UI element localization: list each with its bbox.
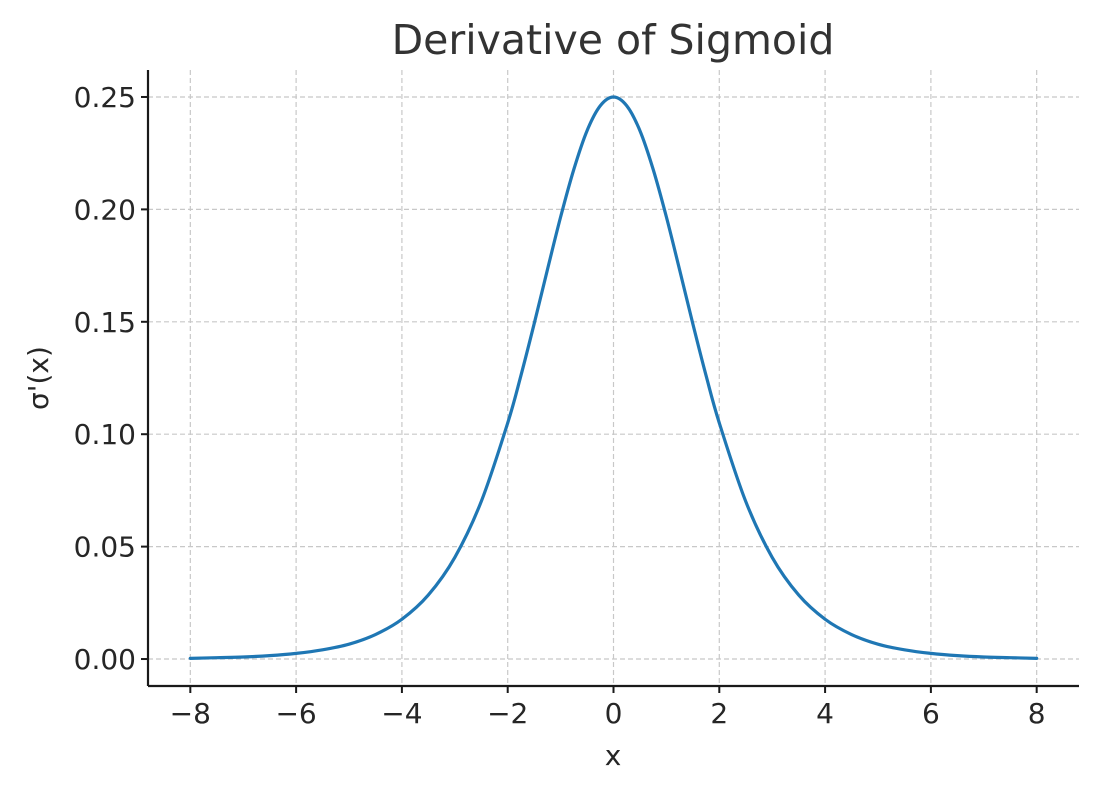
x-tick-label: 2 — [710, 697, 728, 730]
y-tick-label: 0.00 — [74, 643, 136, 676]
x-axis-label: x — [605, 739, 622, 772]
x-tick-label: −6 — [275, 697, 316, 730]
y-tick-label: 0.05 — [74, 531, 136, 564]
y-tick-label: 0.20 — [74, 193, 136, 226]
series-layer — [188, 95, 1039, 660]
y-axis-label: σ'(x) — [22, 346, 55, 410]
x-tick-label: 0 — [605, 697, 623, 730]
ticks-layer: −8 −6 −4 −2 0 2 4 6 8 0.00 0.05 0.10 0.15 0.20 0.25 — [74, 81, 1046, 730]
y-tick-label: 0.10 — [74, 418, 136, 451]
x-tick-label: −2 — [487, 697, 528, 730]
series-line — [188, 95, 1039, 660]
grid-layer — [148, 70, 1079, 686]
x-tick-label: −4 — [381, 697, 422, 730]
y-tick-label: 0.25 — [74, 81, 136, 114]
chart-title: Derivative of Sigmoid — [392, 16, 835, 64]
x-tick-label: −8 — [170, 697, 211, 730]
y-tick-label: 0.15 — [74, 306, 136, 339]
x-tick-label: 4 — [816, 697, 834, 730]
x-tick-label: 6 — [922, 697, 940, 730]
x-tick-label: 8 — [1028, 697, 1046, 730]
